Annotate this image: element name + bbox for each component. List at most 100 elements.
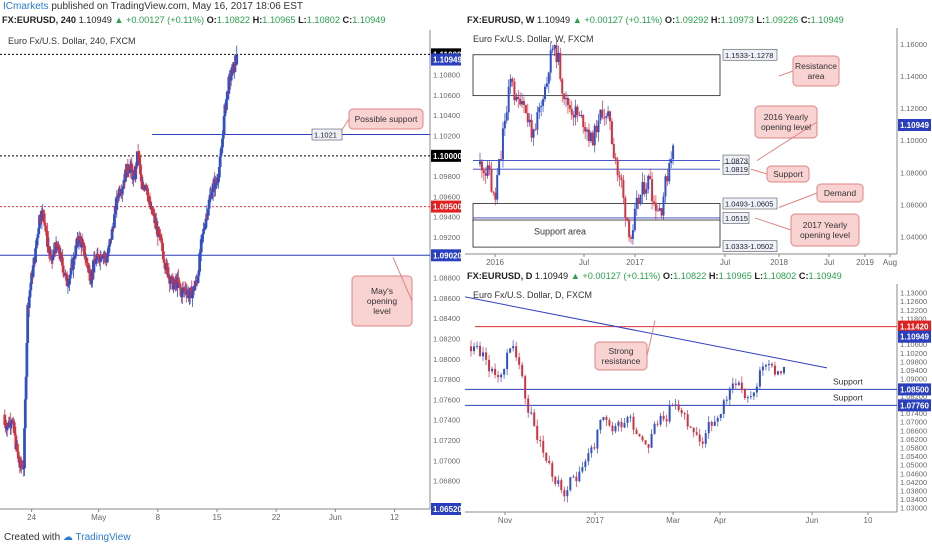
candle-body [584, 127, 587, 132]
candle-body [165, 262, 169, 268]
y-tick-label: 1.09800 [900, 357, 927, 366]
candle-body [180, 289, 184, 298]
candle-body [199, 252, 202, 254]
candle-body [67, 284, 71, 286]
candle-body [94, 258, 98, 264]
chart-panel-weekly[interactable]: FX:EURUSD, W 1.10949 ▲ +0.00127 (+0.11%)… [465, 14, 932, 268]
y-tick-label: 1.09200 [433, 233, 460, 242]
x-tick-label: May [91, 513, 106, 522]
y-tick-label: 1.12600 [900, 297, 927, 306]
callout-resistance-area-text: Resistance [795, 61, 837, 71]
footer: Created with ☁ TradingView [0, 526, 932, 550]
level-label: 1.0819 [725, 165, 748, 174]
y-tick-label: 1.08800 [433, 274, 460, 283]
chart-svg-daily[interactable]: Euro Fx/U.S. Dollar, D, FXCM 1.130001.126… [465, 270, 932, 526]
candle-body [609, 111, 611, 122]
chart-svg-h4[interactable]: Euro Fx/U.S. Dollar, 240, FXCM 1.06800 1.0… [0, 14, 461, 526]
y-tick-label: 1.07400 [900, 409, 927, 418]
candle-body [82, 242, 86, 246]
candle-body [221, 134, 225, 139]
candle-body [524, 376, 527, 399]
candle-body [692, 427, 695, 433]
candle-body [641, 182, 644, 195]
candle-body [591, 132, 594, 146]
candle-body [500, 374, 503, 378]
zone-support-area [472, 219, 721, 248]
candle-body [492, 191, 495, 193]
y-tick-label: 1.10200 [433, 132, 460, 141]
candle-body [554, 476, 557, 484]
candle-body [484, 173, 487, 176]
candle-body [527, 398, 530, 413]
y-tick-label: 1.07600 [433, 395, 460, 404]
candle-body [643, 182, 646, 194]
candle-body [23, 399, 27, 429]
candle-body [90, 279, 93, 284]
candle-body [184, 287, 187, 291]
candle-body [539, 439, 542, 441]
candle-body [79, 236, 82, 240]
candle-body [587, 129, 590, 142]
candle-body [16, 443, 19, 452]
chart-panel-daily[interactable]: FX:EURUSD, D 1.10949 ▲ +0.00127 (+0.11%)… [465, 270, 932, 526]
candle-body [47, 246, 51, 251]
candle-body [232, 62, 236, 73]
broker-name[interactable]: ICmarkets [3, 1, 49, 12]
candle-body [77, 241, 81, 243]
level-label-bg [722, 212, 750, 224]
candle-body [176, 277, 179, 289]
y-tick-label: 1.11800 [900, 314, 927, 323]
price-tag-h4: 1.09020 [433, 251, 461, 260]
candle-body [731, 383, 734, 389]
chart-svg-weekly[interactable]: Euro Fx/U.S. Dollar, W, FXCM 1.16000 1.140… [465, 14, 932, 268]
candle-body [40, 210, 44, 221]
candle-body [101, 256, 104, 258]
candle-body [522, 101, 525, 105]
candle-body [216, 180, 220, 183]
candle-body [176, 277, 180, 283]
candle-body [22, 468, 26, 470]
level-label-bg [722, 163, 750, 176]
callout-2017-yearly-pointer [754, 217, 792, 231]
y-tick-label: 1.09400 [433, 213, 460, 222]
candle-body [49, 254, 53, 257]
y-tick-label: 1.06600 [900, 426, 927, 435]
candle-body [131, 170, 134, 180]
footer-brand[interactable]: TradingView [75, 532, 131, 543]
candle-body [111, 226, 115, 230]
candle-body [3, 414, 7, 425]
candle-body [728, 388, 731, 400]
y-tick-label: 1.08200 [900, 392, 927, 401]
candle-body [140, 180, 144, 190]
candle-body [161, 251, 165, 260]
y-tick-label: 1.07800 [433, 375, 460, 384]
candle-body [536, 425, 539, 440]
candle-body [547, 72, 550, 84]
candle-body [39, 220, 43, 222]
y-tick-label: 1.16000 [900, 40, 927, 49]
candle-body [171, 276, 175, 290]
candle-body [607, 111, 610, 117]
candle-body [506, 352, 509, 370]
candle-body [34, 245, 38, 249]
candle-body [177, 282, 181, 284]
candle-body [488, 165, 491, 170]
candle-body [53, 250, 56, 252]
candle-body [210, 192, 214, 199]
candle-body [169, 276, 173, 281]
candle-body [160, 240, 164, 243]
candle-body [113, 205, 117, 215]
candle-body [725, 399, 728, 401]
candle-body [603, 117, 606, 119]
y-tick-label: 1.03400 [900, 495, 927, 504]
candle-body [734, 383, 737, 385]
candle-body [509, 348, 512, 353]
candle-body [513, 81, 516, 101]
callout-mays-opening-text: May's [371, 286, 393, 296]
chart-panel-h4[interactable]: FX:EURUSD, 240 1.10949 ▲ +0.00127 (+0.11… [0, 14, 461, 526]
candle-body [683, 413, 686, 415]
candle-body [223, 104, 227, 117]
candle-body [75, 245, 78, 247]
y-tick-label: 1.13000 [900, 289, 927, 298]
candle-body [572, 476, 575, 478]
